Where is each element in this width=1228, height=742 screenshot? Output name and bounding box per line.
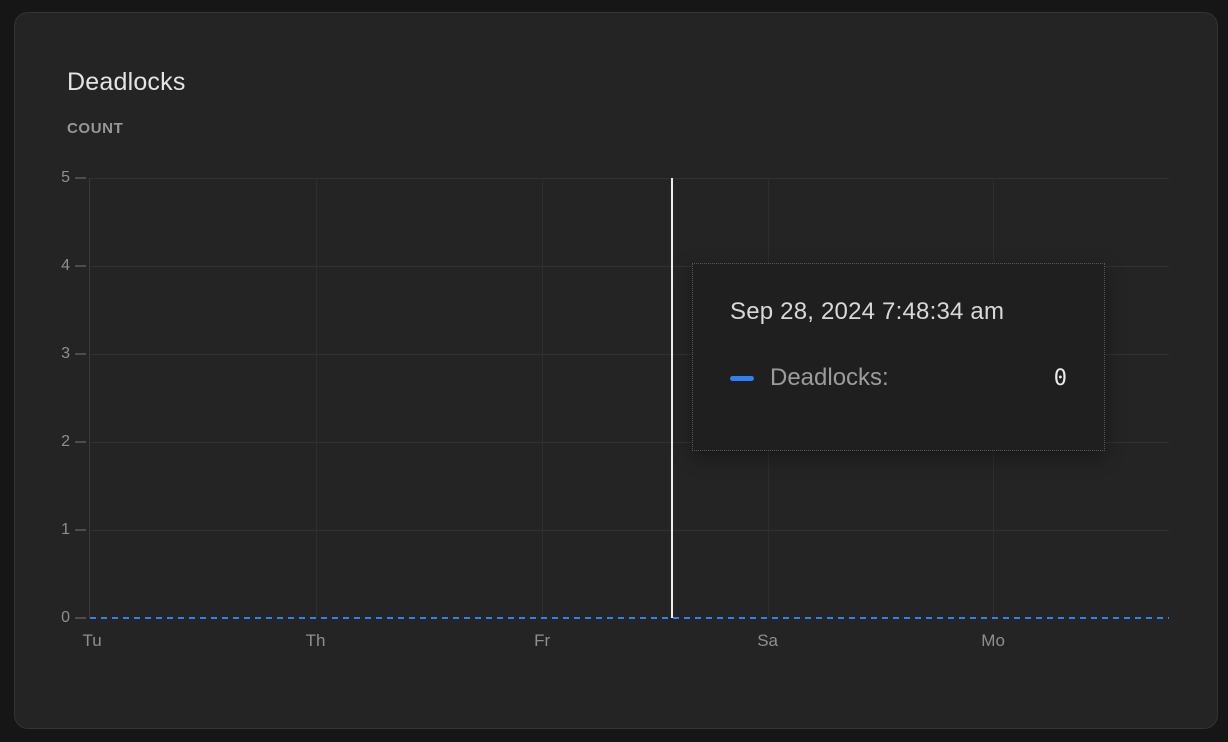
y-tick-label: 1 — [61, 521, 70, 538]
v-gridline — [315, 178, 317, 618]
v-gridline — [542, 178, 544, 618]
h-gridline — [90, 442, 1169, 443]
h-gridline — [90, 530, 1169, 531]
tooltip-series-label: Deadlocks: — [770, 364, 889, 392]
y-tick-mark — [75, 617, 86, 619]
y-tick-mark — [75, 265, 86, 267]
deadlocks-chart-card: Deadlocks COUNT 5 4 3 2 1 0 Tu Th Fr Sa Mo Sep 28… — [14, 12, 1218, 729]
plot-area[interactable]: 5 4 3 2 1 0 Tu Th Fr Sa Mo Sep 28, 2024 7:48:34 a… — [61, 169, 1169, 650]
y-tick-mark — [75, 441, 86, 443]
y-tick-label: 0 — [61, 609, 70, 626]
x-tick-label: Tu — [82, 631, 102, 650]
y-tick-label: 4 — [61, 257, 70, 274]
y-tick-mark — [75, 353, 86, 355]
tooltip-series-row: Deadlocks: 0 — [730, 364, 1067, 392]
y-tick-label: 3 — [61, 345, 70, 362]
crosshair-line — [670, 178, 673, 618]
chart-title: Deadlocks — [67, 68, 186, 96]
x-tick-label: Sa — [757, 631, 779, 650]
y-tick-mark — [75, 177, 86, 179]
tooltip-series-value: 0 — [1053, 365, 1067, 391]
tooltip-timestamp: Sep 28, 2024 7:48:34 am — [730, 298, 1005, 325]
y-tick-label: 2 — [61, 433, 70, 450]
x-tick-label: Mo — [981, 631, 1005, 650]
h-gridline — [90, 354, 1169, 355]
y-tick-mark — [75, 529, 86, 531]
h-gridline — [90, 178, 1169, 179]
y-tick-label: 5 — [61, 169, 70, 186]
x-tick-label: Fr — [534, 631, 551, 650]
series-color-swatch — [730, 375, 754, 381]
tooltip: Sep 28, 2024 7:48:34 am Deadlocks: 0 — [692, 263, 1105, 451]
x-tick-label: Th — [305, 631, 326, 650]
series-line-deadlocks — [90, 617, 1169, 619]
chart-unit-label: COUNT — [67, 120, 124, 137]
h-gridline — [90, 266, 1169, 267]
